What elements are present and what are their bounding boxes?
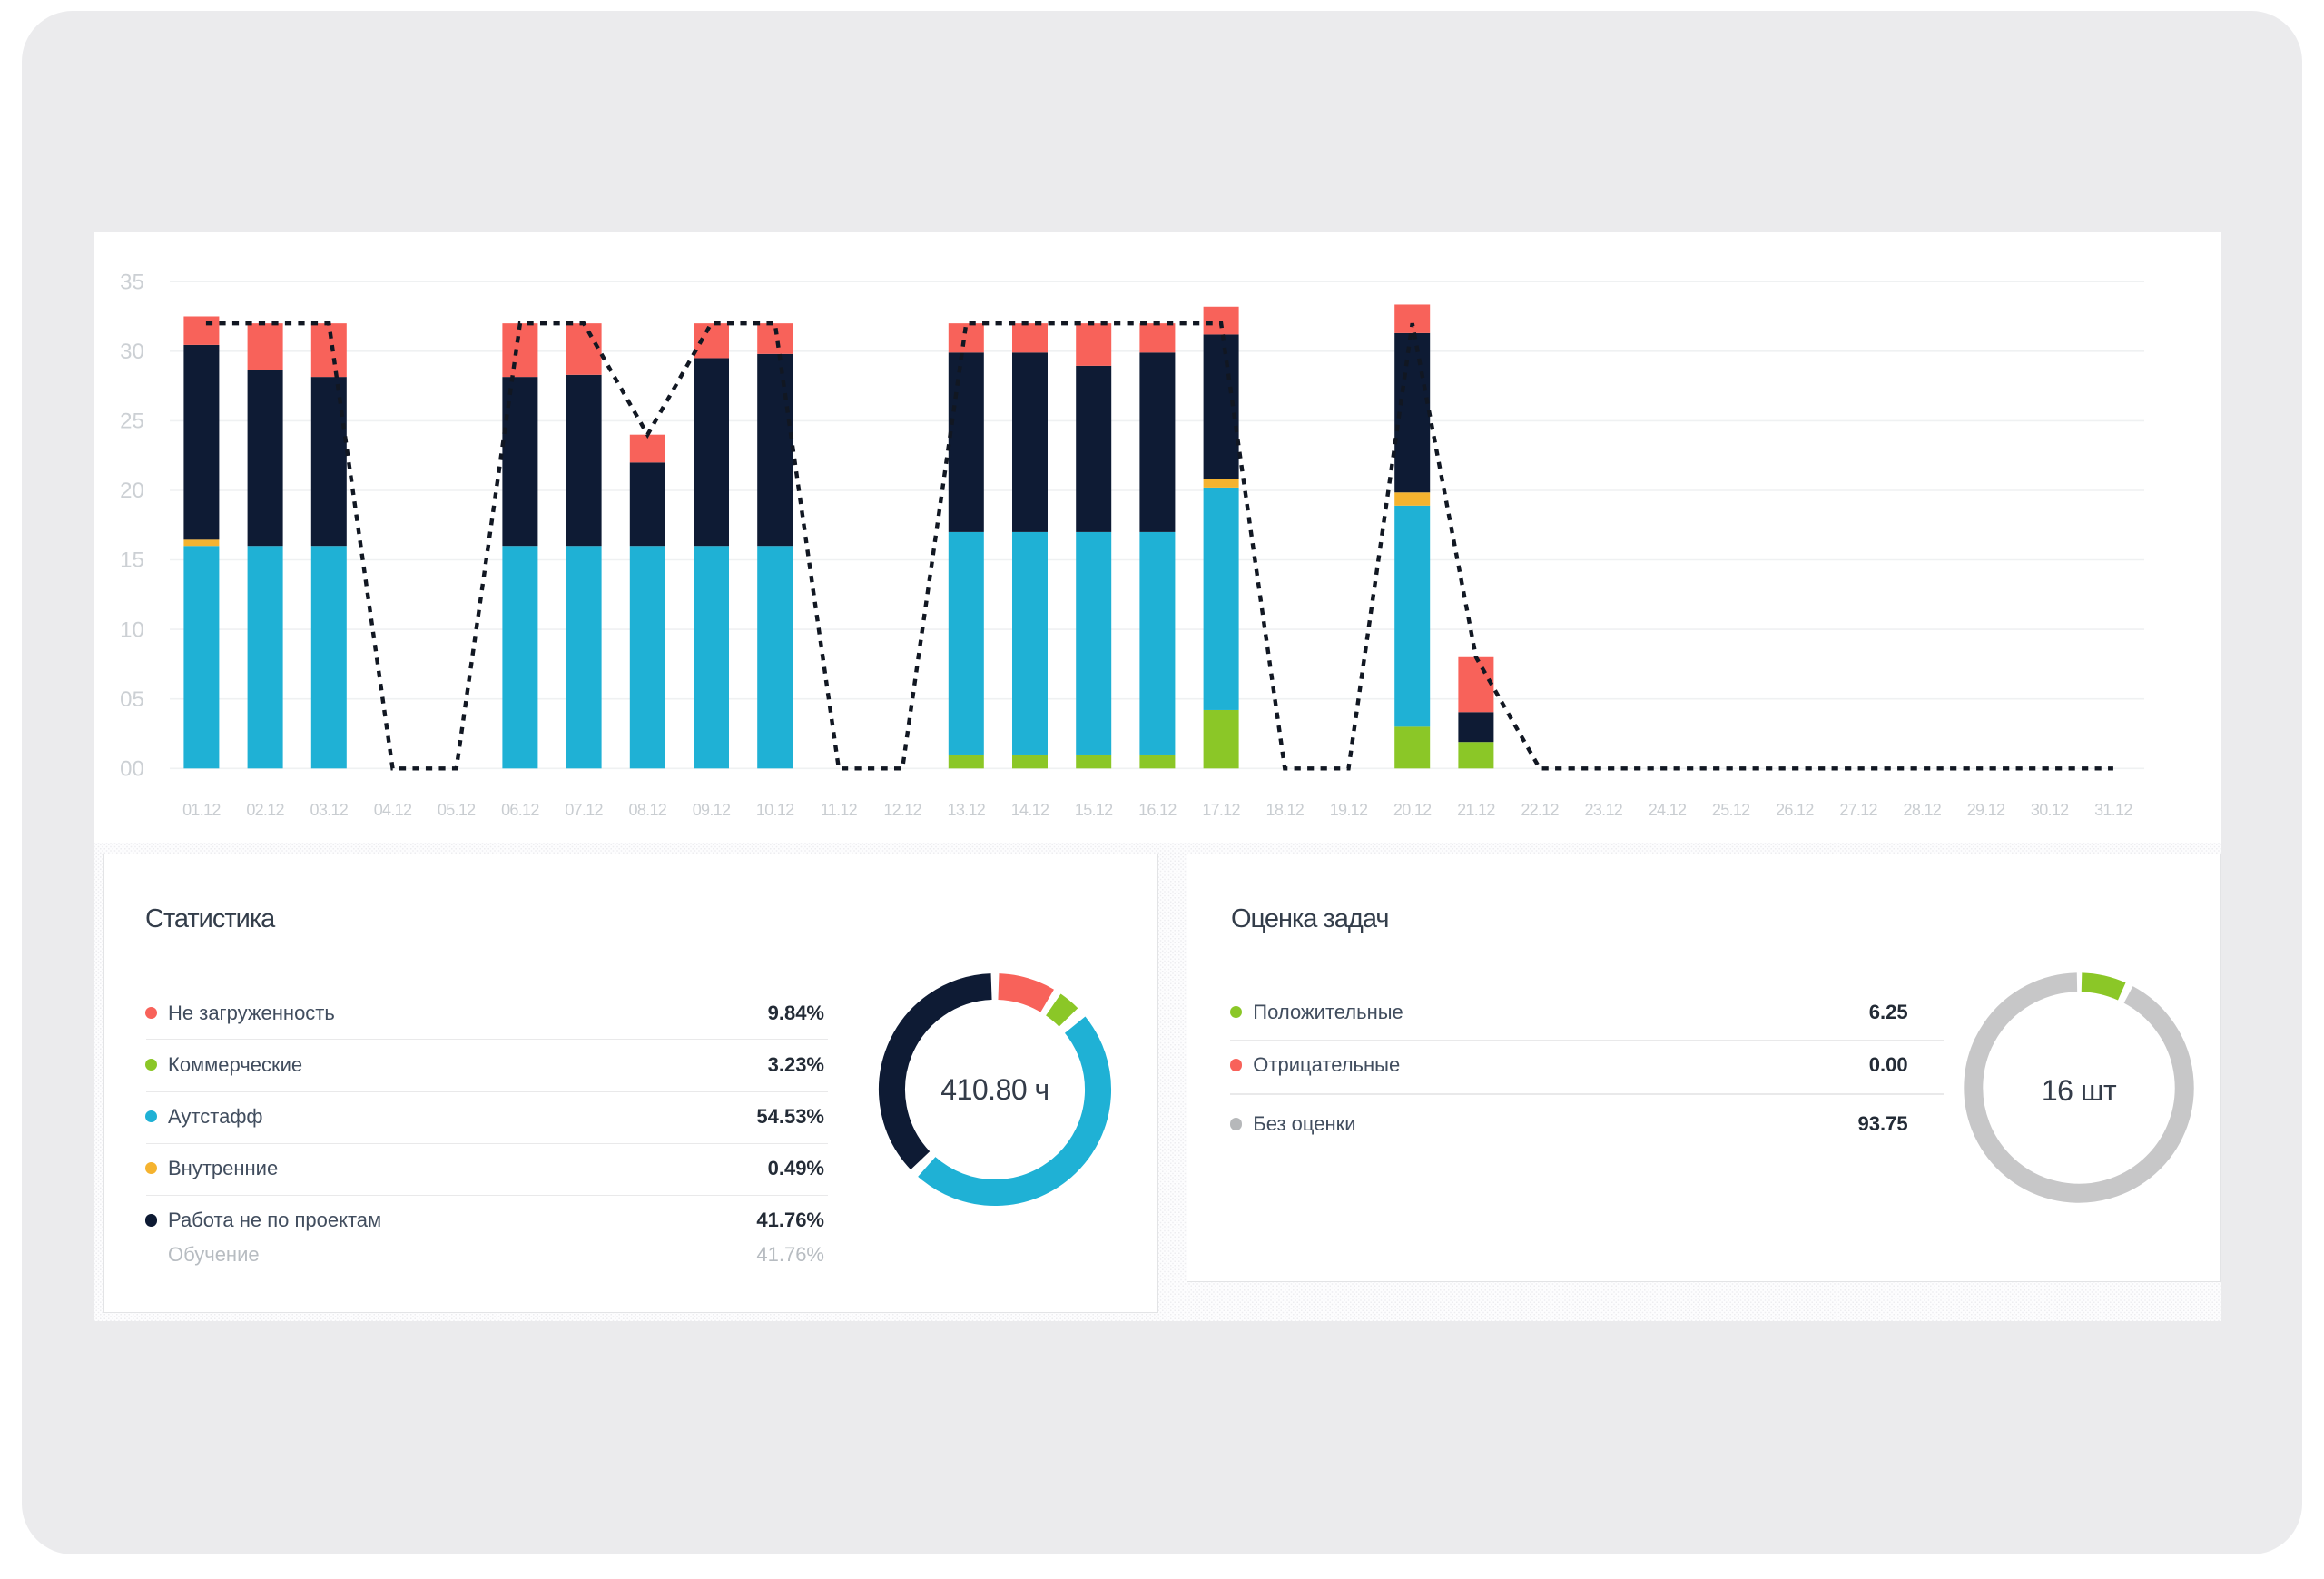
- svg-text:13.12: 13.12: [948, 801, 986, 819]
- svg-text:24.12: 24.12: [1649, 801, 1687, 819]
- svg-text:17.12: 17.12: [1202, 801, 1240, 819]
- svg-text:26.12: 26.12: [1776, 801, 1814, 819]
- svg-text:14.12: 14.12: [1011, 801, 1049, 819]
- svg-text:15: 15: [120, 548, 144, 573]
- svg-text:10.12: 10.12: [756, 801, 794, 819]
- svg-text:30.12: 30.12: [2031, 801, 2069, 819]
- svg-text:06.12: 06.12: [501, 801, 539, 819]
- svg-text:35: 35: [120, 270, 144, 294]
- svg-text:25: 25: [120, 410, 144, 434]
- svg-text:01.12: 01.12: [182, 801, 221, 819]
- svg-text:19.12: 19.12: [1330, 801, 1368, 819]
- svg-text:11.12: 11.12: [821, 801, 858, 819]
- svg-text:27.12: 27.12: [1839, 801, 1877, 819]
- svg-text:08.12: 08.12: [629, 801, 667, 819]
- svg-text:29.12: 29.12: [1967, 801, 2005, 819]
- svg-text:03.12: 03.12: [310, 801, 349, 819]
- svg-text:05: 05: [120, 687, 144, 712]
- svg-text:10: 10: [120, 617, 144, 642]
- svg-text:21.12: 21.12: [1457, 801, 1495, 819]
- svg-text:22.12: 22.12: [1521, 801, 1559, 819]
- svg-text:16.12: 16.12: [1138, 801, 1177, 819]
- svg-text:25.12: 25.12: [1712, 801, 1750, 819]
- svg-text:07.12: 07.12: [565, 801, 603, 819]
- svg-text:05.12: 05.12: [438, 801, 476, 819]
- svg-text:04.12: 04.12: [374, 801, 412, 819]
- svg-text:12.12: 12.12: [883, 801, 921, 819]
- svg-text:31.12: 31.12: [2094, 801, 2132, 819]
- svg-text:23.12: 23.12: [1585, 801, 1623, 819]
- svg-text:20: 20: [120, 479, 144, 503]
- svg-text:28.12: 28.12: [1904, 801, 1942, 819]
- svg-text:00: 00: [120, 757, 144, 782]
- svg-text:09.12: 09.12: [693, 801, 731, 819]
- svg-text:15.12: 15.12: [1075, 801, 1113, 819]
- svg-text:20.12: 20.12: [1393, 801, 1432, 819]
- svg-text:18.12: 18.12: [1266, 801, 1305, 819]
- svg-text:30: 30: [120, 340, 144, 364]
- svg-text:02.12: 02.12: [246, 801, 284, 819]
